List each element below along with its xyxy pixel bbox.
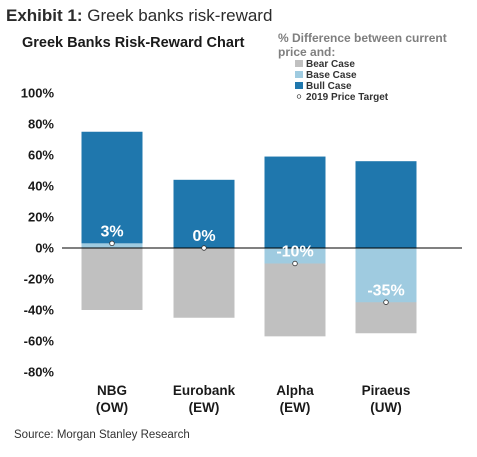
legend-label: Bear Case — [306, 59, 355, 70]
bear-case-bar — [173, 248, 235, 318]
bull-case-bar — [81, 131, 143, 244]
y-tick-label: 20% — [28, 210, 54, 225]
category-rating: (EW) — [280, 400, 311, 415]
category-rating: (OW) — [96, 400, 128, 415]
y-tick-label: -20% — [24, 272, 55, 287]
y-tick-label: 60% — [28, 148, 54, 163]
y-tick-label: 80% — [28, 117, 54, 132]
legend-label: 2019 Price Target — [306, 92, 389, 103]
legend-marker — [296, 94, 302, 99]
price-target-marker — [292, 260, 298, 267]
chart-title: Greek Banks Risk-Reward Chart — [22, 35, 245, 51]
category-name: Alpha — [276, 383, 314, 398]
exhibit-label: Exhibit 1: — [6, 6, 83, 25]
price-target-marker — [109, 240, 115, 247]
source-note: Source: Morgan Stanley Research — [14, 429, 190, 441]
bear-case-bar — [81, 248, 143, 310]
category-rating: (UW) — [370, 400, 401, 415]
y-tick-label: -80% — [24, 365, 55, 380]
price-target-label: -10% — [276, 244, 313, 261]
exhibit-caption: Exhibit 1: Greek banks risk-reward — [6, 6, 272, 26]
price-target-marker — [383, 299, 389, 305]
category-name: NBG — [97, 383, 127, 398]
legend-swatch — [295, 71, 303, 78]
legend-swatch — [295, 82, 303, 89]
bull-case-bar — [264, 156, 326, 248]
risk-reward-chart: 100% 80% 60% 40% 20% 0% -20% -40% -60% -80% 3% NBG (… — [21, 59, 462, 415]
category-name: Piraeus — [362, 383, 411, 398]
y-tick-label: -60% — [24, 334, 55, 349]
base-case-bar — [355, 248, 417, 303]
y-tick-label: 0% — [35, 241, 54, 256]
exhibit-title: Greek banks risk-reward — [87, 6, 273, 25]
legend-heading: % Difference between current price and: — [278, 31, 447, 59]
price-target-label: 3% — [100, 223, 123, 240]
y-tick-label: 100% — [21, 86, 55, 101]
legend-swatch — [295, 60, 303, 67]
category-name: Eurobank — [173, 383, 236, 398]
base-case-bar — [264, 248, 326, 264]
legend-label: Base Case — [306, 70, 357, 81]
price-target-label: 0% — [192, 228, 215, 245]
price-target-marker — [201, 245, 207, 251]
category-rating: (EW) — [189, 400, 220, 415]
price-target-label: -35% — [367, 282, 404, 299]
y-tick-label: 40% — [28, 179, 54, 194]
legend-label: Bull Case — [306, 81, 352, 92]
bull-case-bar — [173, 179, 235, 248]
bull-case-bar — [355, 161, 417, 248]
y-tick-label: -40% — [24, 303, 55, 318]
